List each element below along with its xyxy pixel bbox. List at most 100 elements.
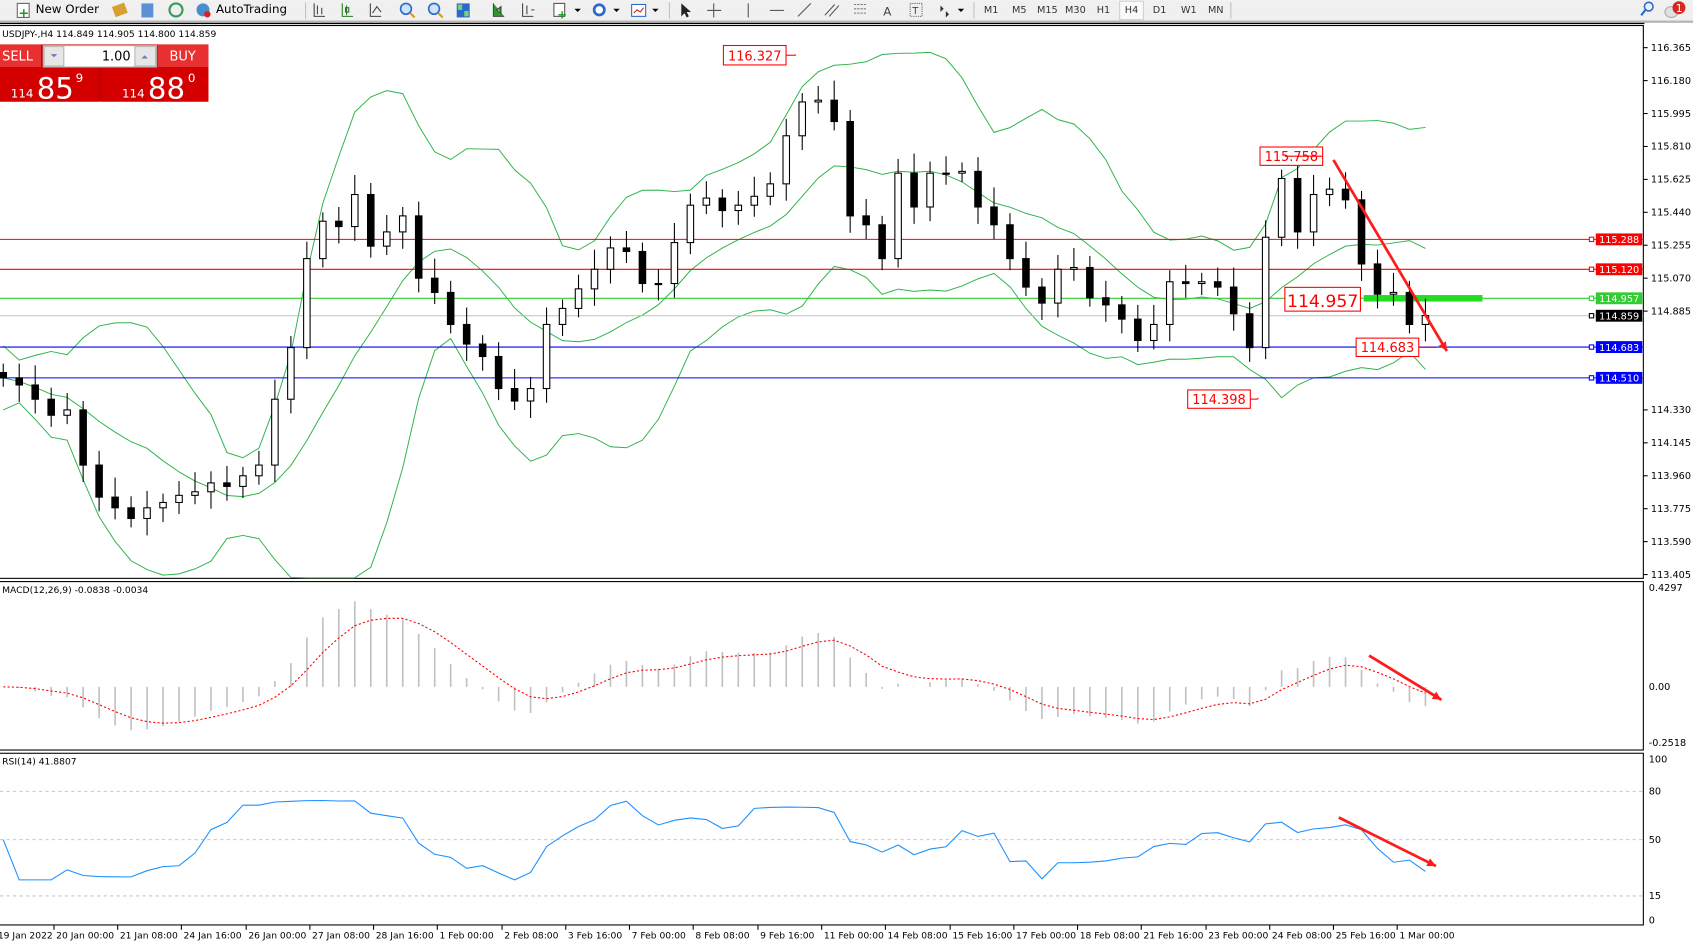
time-tick-label: 9 Feb 16:00 [760,930,814,941]
sell-price-button[interactable]: 114 85 9 [0,68,99,105]
navigator-icon[interactable] [141,3,154,18]
candle-body [926,172,934,208]
line-chart-icon[interactable] [369,3,382,17]
candle-body [1165,281,1174,326]
rsi-line [2,799,1426,881]
candle-body [478,343,487,358]
price-annotation-label: 114.398 [1192,393,1246,408]
buy-price-button[interactable]: 114 88 0 [101,68,209,105]
text-icon[interactable]: A [883,4,892,18]
signals-icon[interactable] [168,2,184,18]
auto-scroll-icon[interactable] [492,3,505,17]
price-annotation-label: 114.957 [1287,292,1358,312]
candle-body [319,220,327,260]
search-icon[interactable] [1640,1,1654,16]
lot-input[interactable] [64,46,134,67]
timeframe-m5[interactable]: M5 [1012,5,1027,16]
buy-button[interactable]: BUY [157,44,209,68]
rsi-tick-label: 50 [1649,835,1661,846]
rsi-plot [0,790,1644,897]
candle-body [974,170,982,208]
candle-body [702,197,711,206]
candle-body [558,307,567,326]
timeframe-h1[interactable]: H1 [1097,5,1110,16]
timeframe-m1[interactable]: M1 [984,5,999,16]
trendline-icon[interactable] [797,3,812,17]
timeframe-w1[interactable]: W1 [1181,5,1197,16]
new-order-icon [16,2,30,18]
lot-increase-button[interactable] [134,46,157,67]
candle-body [910,172,918,208]
trend-arrow[interactable] [1338,816,1437,868]
level-handle[interactable] [1588,313,1595,319]
arrow-head-icon [1438,341,1447,352]
timeframe-h4[interactable]: H4 [1125,5,1138,16]
candle-body [287,347,295,400]
price-tick-label: 115.995 [1651,109,1691,120]
zoom-in-icon[interactable] [399,2,416,19]
timeframe-mn[interactable]: MN [1208,5,1224,16]
crosshair-icon[interactable] [707,3,722,18]
periods-icon[interactable] [592,3,620,17]
candle-body [271,398,279,466]
candle-body [95,464,103,498]
candle-body [191,491,199,496]
arrow-head-icon [1431,691,1442,700]
price-level-value: 114.957 [1599,294,1639,305]
fibonacci-icon[interactable] [854,3,866,14]
main-chart-frame[interactable] [0,24,1644,579]
zoom-out-icon[interactable] [427,2,444,19]
cursor-icon[interactable] [681,3,692,18]
candle-body [382,231,391,247]
price-level-value: 115.120 [1599,265,1639,276]
lot-decrease-button[interactable] [43,46,65,67]
timeframe-m15[interactable]: M15 [1037,5,1058,16]
notification-icon[interactable]: 1 [1664,1,1686,18]
candle-body [542,323,551,390]
sell-button[interactable]: SELL [0,44,42,68]
macd-frame[interactable] [0,581,1644,751]
level-handle[interactable] [1588,236,1595,243]
rsi-frame[interactable] [0,752,1644,926]
price-tick-label: 113.405 [1651,570,1691,581]
chart-shift-icon[interactable] [522,3,535,17]
arrows-icon[interactable] [940,5,965,18]
macd-tick-label: -0.2518 [1649,738,1686,749]
level-handle[interactable] [1588,266,1595,272]
candle-body [366,193,375,247]
text-label-icon[interactable]: T [909,2,923,17]
templates-icon[interactable] [631,3,659,17]
trend-arrow[interactable] [1368,654,1443,701]
svg-text:114: 114 [11,86,34,100]
bar-chart-icon[interactable] [313,3,325,17]
autotrading-button[interactable]: AutoTrading [196,2,287,18]
candle-body [526,388,535,402]
candle-body [430,277,439,293]
timeframe-d1[interactable]: D1 [1153,5,1167,16]
price-tick-label: 113.775 [1651,504,1691,515]
new-order-button[interactable]: + New Order [16,2,99,21]
level-handle[interactable] [1588,344,1595,350]
candle-body [1325,188,1334,196]
trend-arrow[interactable] [1332,159,1448,352]
price-tick-label: 114.330 [1651,405,1691,416]
candlestick-icon[interactable] [341,3,354,17]
timeframe-m30[interactable]: M30 [1065,5,1086,16]
candle-body [335,220,343,228]
time-tick-label: 25 Feb 16:00 [1336,930,1396,941]
level-handle[interactable] [1588,375,1595,381]
indicators-icon[interactable]: + [553,2,581,22]
time-tick-label: 11 Feb 00:00 [824,930,884,941]
tile-windows-icon[interactable] [456,3,470,18]
equidistant-channel-icon[interactable] [824,4,840,17]
market-watch-icon[interactable] [111,2,128,18]
support-zone-bar [1363,295,1483,302]
rsi-tick-label: 80 [1649,787,1661,798]
macd-label: MACD(12,26,9) -0.0838 -0.0034 [2,585,148,596]
candle-body [255,464,263,477]
plus-icon: + [18,6,29,21]
time-tick-label: 19 Jan 2022 [0,930,53,941]
level-handle[interactable] [1588,295,1595,301]
candle-body [0,371,8,379]
